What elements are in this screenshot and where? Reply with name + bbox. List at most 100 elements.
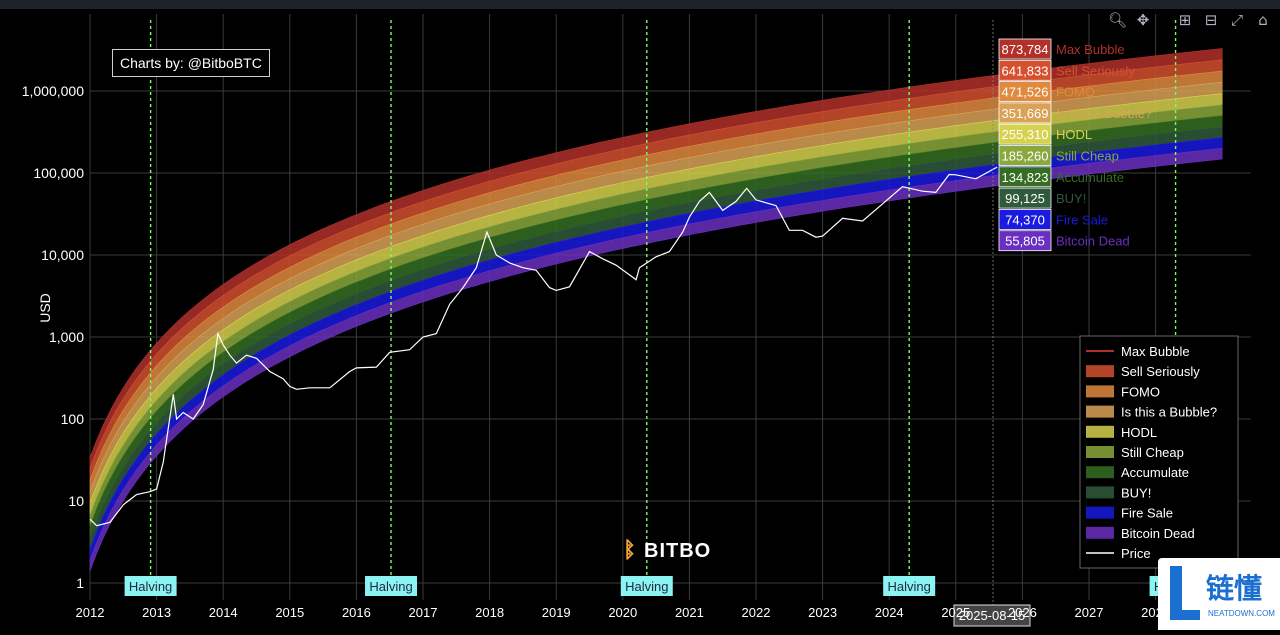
watermark-en: NEATDOWN.COM — [1208, 609, 1275, 618]
hover-value-bg — [998, 187, 1052, 209]
zoom-in-icon[interactable]: ⊞ — [1178, 11, 1192, 29]
hover-value-bg — [998, 208, 1052, 230]
legend-swatch — [1086, 365, 1114, 378]
y-tick-label: 100 — [61, 411, 85, 427]
hover-value-bg — [998, 38, 1052, 60]
hover-name: Fire Sale — [1056, 212, 1108, 227]
hover-name: Is this a Bubble? — [1056, 106, 1152, 121]
halving-label-bg — [883, 576, 936, 596]
legend-swatch — [1086, 486, 1114, 499]
legend-swatch — [1086, 506, 1114, 519]
hover-name: Max Bubble — [1056, 42, 1125, 57]
legend-label: Max Bubble — [1121, 344, 1190, 359]
halving-label-bg — [365, 576, 418, 596]
hover-name: Accumulate — [1056, 170, 1124, 185]
hover-value: 255,310 — [1002, 127, 1049, 142]
legend-swatch — [1086, 385, 1114, 398]
legend-label: HODL — [1121, 425, 1157, 440]
hover-value: 99,125 — [1005, 191, 1045, 206]
x-tick-label: 2014 — [209, 605, 238, 620]
hover-value: 134,823 — [1002, 170, 1049, 185]
legend-swatch — [1086, 425, 1114, 438]
x-tick-label: 2018 — [475, 605, 504, 620]
x-tick-label: 2019 — [542, 605, 571, 620]
legend-label: BUY! — [1121, 485, 1151, 500]
logo-mark-icon: ᛔ — [623, 538, 636, 563]
legend-label: Bitcoin Dead — [1121, 526, 1195, 541]
price-layer — [89, 166, 998, 527]
chart-toolbar: 🔍︎ ✥ ⊞ ⊟ ⤢ ⌂ — [1108, 11, 1272, 29]
legend-label: Fire Sale — [1121, 506, 1173, 521]
chart-credit: Charts by: @BitboBTC — [112, 49, 270, 77]
halving-label: Halving — [888, 579, 931, 594]
legend-swatch — [1086, 526, 1114, 539]
halving-label: Halving — [369, 579, 412, 594]
watermark-l-icon — [1170, 566, 1200, 620]
halving-label: Halving — [625, 579, 668, 594]
halving-label: Halving — [129, 579, 172, 594]
legend-label: Still Cheap — [1121, 445, 1184, 460]
y-axis-title: USD — [37, 293, 53, 323]
y-tick-label: 1,000 — [49, 329, 84, 345]
legend-label: Sell Seriously — [1121, 364, 1200, 379]
legend-swatch — [1086, 466, 1114, 479]
x-tick-label: 2017 — [409, 605, 438, 620]
y-tick-label: 10,000 — [41, 247, 84, 263]
x-tick-label: 2013 — [142, 605, 171, 620]
x-tick-label: 2024 — [875, 605, 904, 620]
hover-value-bg — [998, 230, 1052, 252]
y-tick-label: 100,000 — [33, 165, 84, 181]
hover-value: 74,370 — [1005, 212, 1045, 227]
legend-swatch — [1086, 446, 1114, 458]
bitbo-logo: ᛔ BITBO — [623, 538, 711, 563]
hover-value-bg — [998, 145, 1052, 166]
hover-value: 641,833 — [1002, 63, 1049, 78]
hover-value-bg — [998, 59, 1052, 81]
hover-value-bg — [998, 123, 1052, 145]
y-tick-label: 10 — [68, 493, 84, 509]
price-line — [89, 166, 998, 527]
band-9 — [89, 147, 1223, 572]
reset-icon[interactable]: ⌂ — [1258, 11, 1268, 29]
hover-value: 873,784 — [1002, 42, 1049, 57]
legend: Max Bubble Sell Seriously FOMO Is this a Bu… — [1079, 335, 1239, 569]
hover-value: 471,526 — [1002, 85, 1049, 100]
legend-label: Is this a Bubble? — [1121, 405, 1217, 420]
x-tick-label: 2022 — [742, 605, 771, 620]
y-tick-label: 1 — [76, 575, 84, 591]
watermark: 链懂 NEATDOWN.COM — [1158, 558, 1280, 630]
zoom-icon[interactable]: 🔍︎ — [1108, 11, 1128, 29]
hover-value: 55,805 — [1005, 234, 1045, 249]
rainbow-bands — [89, 48, 1223, 572]
hover-name: Bitcoin Dead — [1056, 234, 1130, 249]
halving-label-bg — [620, 576, 673, 596]
x-tick-label: 2027 — [1075, 605, 1104, 620]
legend-label: Accumulate — [1121, 465, 1189, 480]
legend-swatch — [1086, 405, 1114, 418]
hover-value: 185,260 — [1002, 149, 1049, 164]
hover-value-bg — [998, 102, 1052, 124]
zoom-out-icon[interactable]: ⊟ — [1204, 11, 1218, 29]
halving-label-bg — [124, 576, 177, 596]
hover-labels: 873,784 Max Bubble 641,833 Sell Seriously 47… — [998, 38, 1152, 252]
x-tick-label: 2015 — [275, 605, 304, 620]
x-tick-label: 2021 — [675, 605, 704, 620]
hover-value-bg — [998, 81, 1052, 102]
hover-name: BUY! — [1056, 191, 1086, 206]
logo-text: BITBO — [644, 540, 711, 562]
hover-name: Sell Seriously — [1056, 63, 1135, 78]
x-tick-label: 2023 — [808, 605, 837, 620]
cursor-date-bg — [953, 604, 1031, 627]
hover-value: 351,669 — [1002, 106, 1049, 121]
x-tick-label: 2020 — [608, 605, 637, 620]
hover-value-bg — [998, 166, 1052, 188]
x-tick-label: 2016 — [342, 605, 371, 620]
hover-name: FOMO — [1056, 85, 1095, 100]
x-tick-label: 2026 — [1008, 605, 1037, 620]
x-tick-label: 2012 — [76, 605, 105, 620]
pan-icon[interactable]: ✥ — [1136, 11, 1150, 29]
axes: 2012 2013 2014 2015 2016 2017 2018 2019 2020 2021… — [22, 83, 1170, 620]
cursor-date: 2025-08-15 — [959, 608, 1026, 623]
autoscale-icon[interactable]: ⤢ — [1230, 11, 1243, 29]
